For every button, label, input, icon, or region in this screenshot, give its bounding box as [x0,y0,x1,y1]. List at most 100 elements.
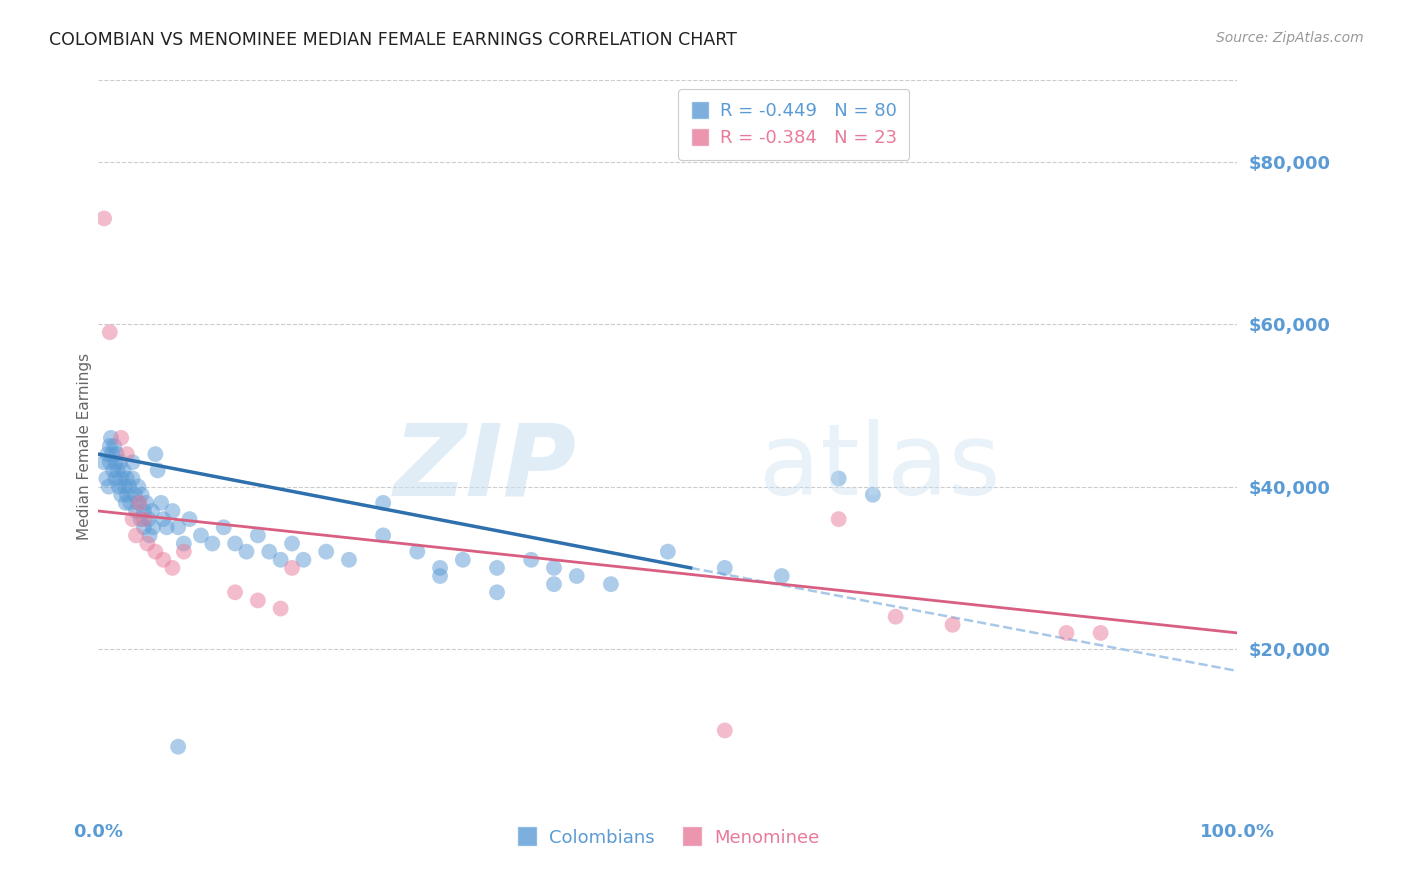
Point [292,553,315,567]
Point [152,512,174,526]
Point [131,488,153,502]
Point [167,520,190,534]
Point [281,561,304,575]
Point [150,496,173,510]
Point [127,496,149,510]
Point [98,325,121,339]
Point [104,471,127,485]
Text: Source: ZipAtlas.com: Source: ZipAtlas.com [1216,31,1364,45]
Point [145,447,167,461]
Point [828,512,851,526]
Point [565,569,588,583]
Point [110,488,132,502]
Point [201,536,224,550]
Point [371,496,394,510]
Point [770,569,793,583]
Point [135,496,157,510]
Point [451,553,474,567]
Point [1090,626,1112,640]
Point [132,520,155,534]
Point [224,536,246,550]
Point [942,617,965,632]
Point [128,496,150,510]
Point [235,544,257,558]
Point [132,504,155,518]
Point [142,520,165,534]
Point [103,463,125,477]
Point [129,512,152,526]
Point [138,512,160,526]
Text: ZIP: ZIP [394,419,576,516]
Point [162,561,184,575]
Point [103,439,125,453]
Text: COLOMBIAN VS MENOMINEE MEDIAN FEMALE EARNINGS CORRELATION CHART: COLOMBIAN VS MENOMINEE MEDIAN FEMALE EAR… [49,31,737,49]
Y-axis label: Median Female Earnings: Median Female Earnings [77,352,91,540]
Point [714,561,737,575]
Point [93,455,115,469]
Point [101,447,124,461]
Point [156,520,179,534]
Point [315,544,337,558]
Point [125,504,148,518]
Point [246,528,269,542]
Point [132,512,155,526]
Point [1054,626,1078,640]
Point [162,504,184,518]
Point [115,447,138,461]
Point [246,593,269,607]
Point [115,471,138,485]
Point [884,609,907,624]
Point [127,480,149,494]
Legend: Colombians, Menominee: Colombians, Menominee [509,822,827,854]
Point [136,536,159,550]
Point [224,585,246,599]
Point [96,447,118,461]
Point [98,439,121,453]
Point [270,601,292,615]
Point [600,577,623,591]
Point [100,431,122,445]
Point [657,544,679,558]
Point [520,553,543,567]
Point [371,528,394,542]
Point [138,528,160,542]
Point [121,512,143,526]
Point [281,536,304,550]
Point [714,723,737,738]
Point [115,488,138,502]
Point [108,455,131,469]
Point [110,431,132,445]
Point [121,471,143,485]
Point [125,528,148,542]
Point [429,569,451,583]
Point [141,504,163,518]
Point [543,561,565,575]
Point [104,455,127,469]
Point [112,463,135,477]
Point [124,488,146,502]
Point [179,512,201,526]
Point [93,211,115,226]
Text: atlas: atlas [759,419,1001,516]
Point [486,561,509,575]
Point [114,496,136,510]
Point [862,488,884,502]
Point [146,463,169,477]
Point [121,455,143,469]
Point [259,544,281,558]
Point [114,480,136,494]
Point [486,585,509,599]
Point [167,739,190,754]
Point [190,528,212,542]
Point [543,577,565,591]
Point [98,455,121,469]
Point [406,544,429,558]
Point [97,480,120,494]
Point [152,553,174,567]
Point [110,471,132,485]
Point [145,544,167,558]
Point [212,520,235,534]
Point [96,471,118,485]
Point [107,463,129,477]
Point [120,496,142,510]
